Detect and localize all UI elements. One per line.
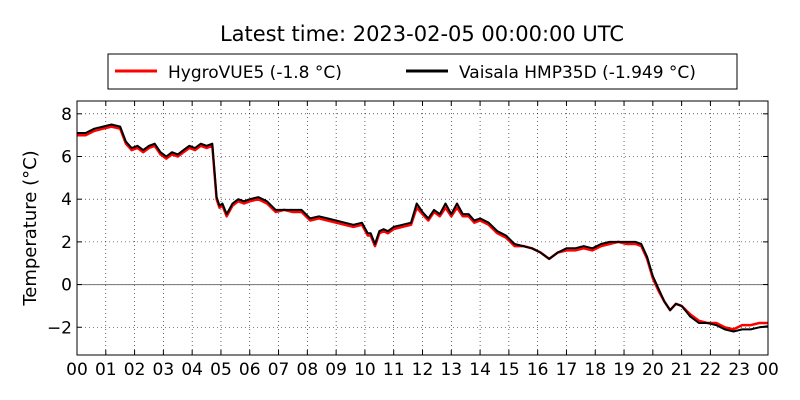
y-tick-label: 4	[61, 190, 72, 210]
y-tick-labels: −2 0 2 4 6 8	[47, 105, 72, 338]
tick-marks	[76, 101, 769, 355]
x-tick-label: 07	[268, 360, 290, 380]
x-tick-label: 20	[642, 360, 664, 380]
x-tick-label: 17	[556, 360, 578, 380]
y-axis-label: Temperature (°C)	[20, 150, 41, 306]
x-tick-label: 23	[728, 360, 750, 380]
x-tick-label: 04	[181, 360, 203, 380]
x-tick-label: 12	[412, 360, 434, 380]
x-tick-label: 01	[95, 360, 117, 380]
y-tick-label: 8	[61, 105, 72, 125]
x-tick-label: 22	[700, 360, 722, 380]
x-tick-label: 05	[210, 360, 232, 380]
legend-label-hygrovue5: HygroVUE5 (-1.8 °C)	[168, 63, 342, 83]
x-tick-label: 19	[613, 360, 635, 380]
x-tick-label: 10	[354, 360, 376, 380]
y-tick-label: 0	[61, 276, 72, 296]
x-tick-label: 18	[584, 360, 606, 380]
x-tick-labels: 00 01 02 03 04 05 06 07 08 09 10 11 12 13 14 15 16 17 18 19…	[66, 360, 779, 380]
x-tick-label: 00	[66, 360, 88, 380]
x-tick-label: 11	[383, 360, 405, 380]
x-tick-label: 02	[124, 360, 146, 380]
x-tick-label: 00	[757, 360, 779, 380]
x-tick-label: 15	[498, 360, 520, 380]
x-tick-label: 14	[469, 360, 491, 380]
x-tick-label: 09	[325, 360, 347, 380]
series-layer	[77, 123, 769, 333]
x-tick-label: 03	[153, 360, 175, 380]
x-tick-label: 21	[671, 360, 693, 380]
x-tick-label: 08	[297, 360, 319, 380]
series-line-1	[77, 123, 769, 333]
legend-label-vaisala: Vaisala HMP35D (-1.949 °C)	[459, 63, 696, 83]
y-tick-label: 2	[61, 233, 72, 253]
x-tick-label: 06	[239, 360, 261, 380]
chart-title: Latest time: 2023-02-05 00:00:00 UTC	[220, 22, 624, 46]
x-tick-label: 16	[527, 360, 549, 380]
plot-frame	[76, 100, 769, 356]
grid	[77, 101, 768, 355]
x-tick-label: 13	[440, 360, 462, 380]
y-tick-label: 6	[61, 147, 72, 167]
legend: HygroVUE5 (-1.8 °C) Vaisala HMP35D (-1.9…	[107, 53, 738, 90]
y-tick-label: −2	[47, 318, 72, 338]
